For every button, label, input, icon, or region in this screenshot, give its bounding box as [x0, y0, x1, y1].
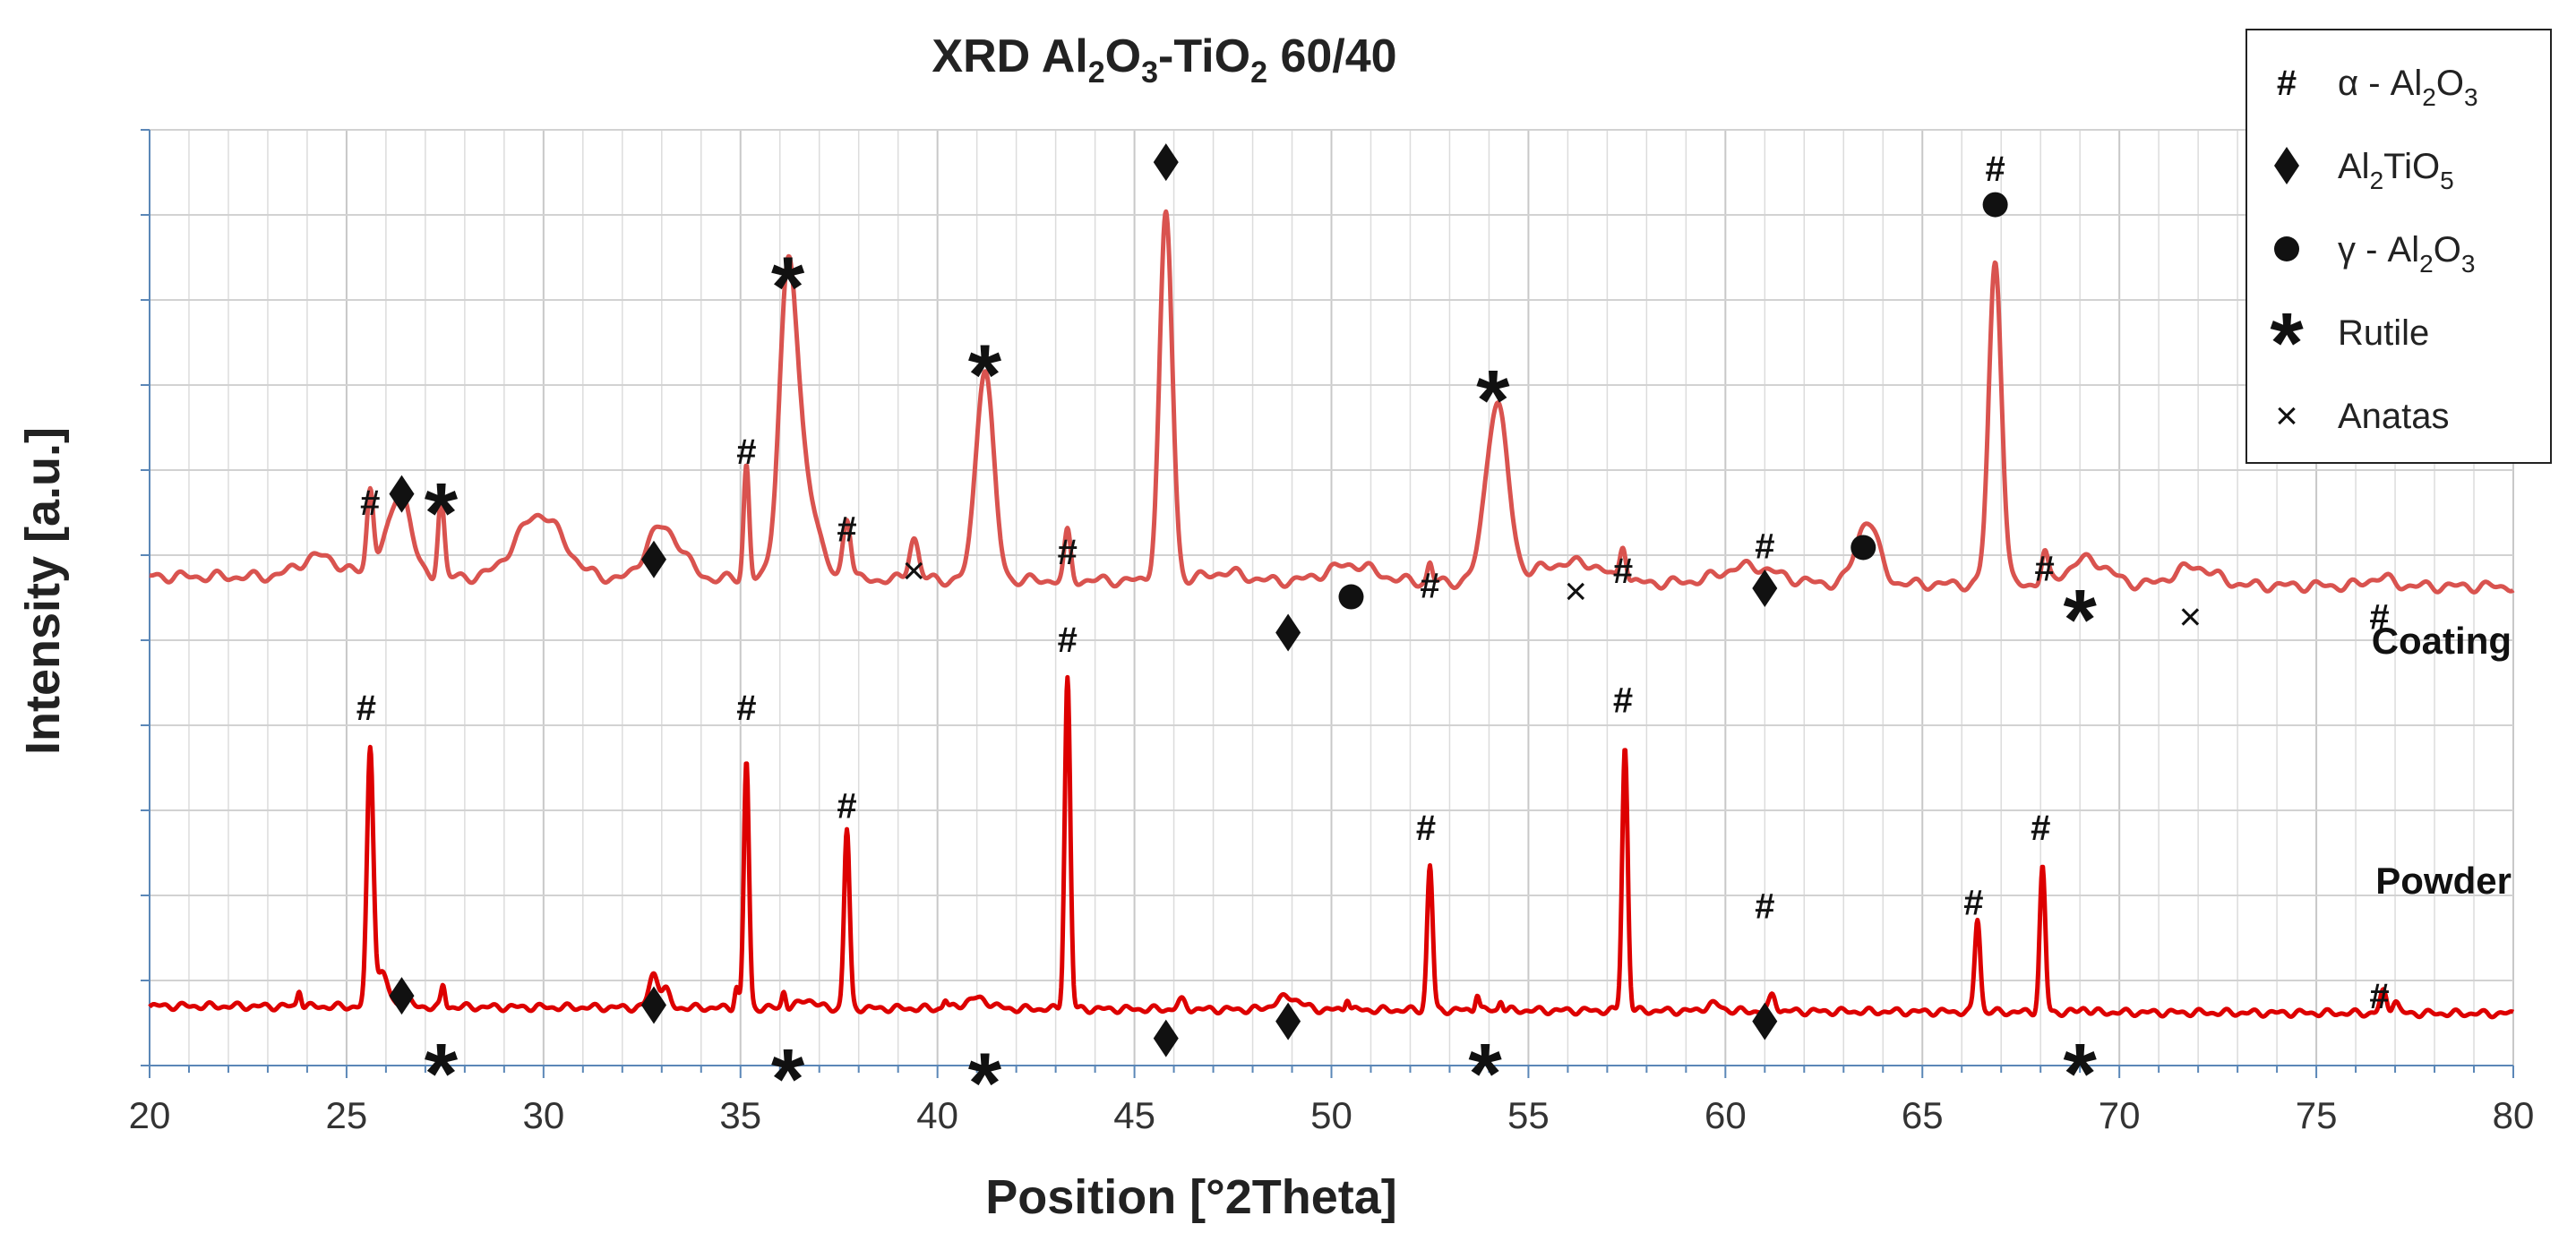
marker-anatas: × [2178, 595, 2202, 638]
marker-rutile: * [2064, 572, 2098, 668]
marker-aluminium-titanate [640, 986, 666, 1024]
marker-gamma-alumina [1850, 535, 1876, 561]
marker-alpha-alumina: # [356, 689, 376, 728]
marker-aluminium-titanate [1275, 1002, 1301, 1040]
marker-aluminium-titanate [1153, 1019, 1179, 1057]
marker-alpha-alumina: # [1416, 809, 1436, 848]
legend-label: α - Al2O3 [2338, 64, 2478, 111]
series-group [148, 209, 2515, 1020]
marker-alpha-alumina: # [1613, 552, 1633, 591]
marker-aluminium-titanate [389, 977, 415, 1015]
marker-alpha-alumina: # [736, 689, 756, 728]
marker-alpha-alumina: # [736, 432, 756, 472]
marker-gamma-alumina [1338, 584, 1364, 610]
marker-rutile: * [1476, 353, 1510, 449]
x-tick-label: 80 [2493, 1094, 2535, 1136]
marker-alpha-alumina: # [1755, 527, 1774, 567]
series-line-powder [148, 674, 2515, 1020]
marker-rutile: * [968, 1036, 1002, 1132]
marker-aluminium-titanate [1752, 569, 1778, 608]
marker-rutile: * [2064, 1026, 2098, 1122]
series-label-powder: Powder [2375, 860, 2512, 902]
marker-aluminium-titanate [1153, 143, 1179, 182]
axes: 20 25 30 35 40 45 50 55 60 65 70 75 80 [129, 129, 2535, 1136]
marker-alpha-alumina: # [1985, 150, 2005, 189]
marker-alpha-alumina: # [1420, 566, 1439, 605]
legend: # α - Al2O3 Al2TiO5 γ - Al2O3 * Rutile × Anatas [2245, 29, 2552, 464]
marker-rutile: * [425, 466, 459, 561]
legend-label: Rutile [2338, 313, 2429, 353]
marker-aluminium-titanate [1752, 1002, 1778, 1040]
marker-anatas: × [902, 549, 925, 593]
marker-alpha-alumina: # [1058, 621, 1078, 660]
x-tick-label: 75 [2296, 1094, 2338, 1136]
marker-anatas: × [2275, 394, 2298, 438]
marker-alpha-alumina: # [837, 510, 856, 550]
x-tick-label: 20 [129, 1094, 171, 1136]
marker-alpha-alumina: # [1058, 533, 1078, 572]
x-tick-label: 45 [1113, 1094, 1155, 1136]
phase-markers: # *#*#×*##*× ####* × ##*#*#*##*## ##*# [356, 143, 2390, 1132]
marker-aluminium-titanate [1275, 613, 1301, 652]
marker-alpha-alumina: # [2277, 64, 2297, 103]
x-tick-label: 40 [916, 1094, 958, 1136]
marker-aluminium-titanate [389, 475, 415, 513]
marker-aluminium-titanate [2274, 147, 2299, 184]
x-tick-label: 50 [1310, 1094, 1352, 1136]
x-tick-label: 65 [1902, 1094, 1944, 1136]
marker-anatas: × [1564, 569, 1587, 613]
marker-alpha-alumina: # [360, 484, 380, 523]
x-tick-label: 55 [1507, 1094, 1550, 1136]
marker-alpha-alumina: # [2369, 597, 2389, 637]
marker-alpha-alumina: # [2369, 977, 2389, 1016]
x-axis-title: Position [°2Theta] [985, 1170, 1397, 1224]
y-axis-title: Intensity [a.u.] [16, 427, 70, 755]
series-label-coating: Coating [2372, 620, 2512, 662]
marker-gamma-alumina [1982, 192, 2008, 218]
marker-gamma-alumina [2274, 236, 2299, 261]
marker-rutile: * [968, 327, 1002, 423]
x-tick-label: 70 [2099, 1094, 2141, 1136]
marker-aluminium-titanate [640, 540, 666, 578]
marker-rutile: * [1468, 1026, 1502, 1122]
grid [149, 129, 2514, 1066]
chart-title: XRD Al2O3-TiO2 60/40 [932, 30, 1396, 90]
marker-rutile: * [425, 1026, 459, 1122]
x-tick-label: 30 [522, 1094, 564, 1136]
marker-rutile: * [771, 1032, 805, 1127]
series-line-coating [148, 209, 2515, 595]
marker-alpha-alumina: # [1963, 884, 1983, 923]
x-tick-label: 25 [326, 1094, 368, 1136]
legend-label: Anatas [2338, 397, 2450, 436]
marker-alpha-alumina: # [2031, 809, 2050, 848]
x-tick-label: 35 [719, 1094, 761, 1136]
marker-alpha-alumina: # [2034, 549, 2054, 588]
legend-label: γ - Al2O3 [2338, 230, 2475, 278]
marker-alpha-alumina: # [1755, 886, 1774, 926]
marker-alpha-alumina: # [837, 786, 856, 826]
x-tick-label: 60 [1704, 1094, 1747, 1136]
marker-rutile: * [2270, 295, 2304, 391]
marker-alpha-alumina: # [1613, 681, 1633, 721]
legend-label: Al2TiO5 [2338, 147, 2454, 194]
marker-rutile: * [771, 239, 805, 335]
